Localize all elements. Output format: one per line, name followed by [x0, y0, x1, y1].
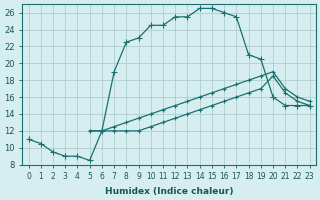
X-axis label: Humidex (Indice chaleur): Humidex (Indice chaleur) [105, 187, 233, 196]
